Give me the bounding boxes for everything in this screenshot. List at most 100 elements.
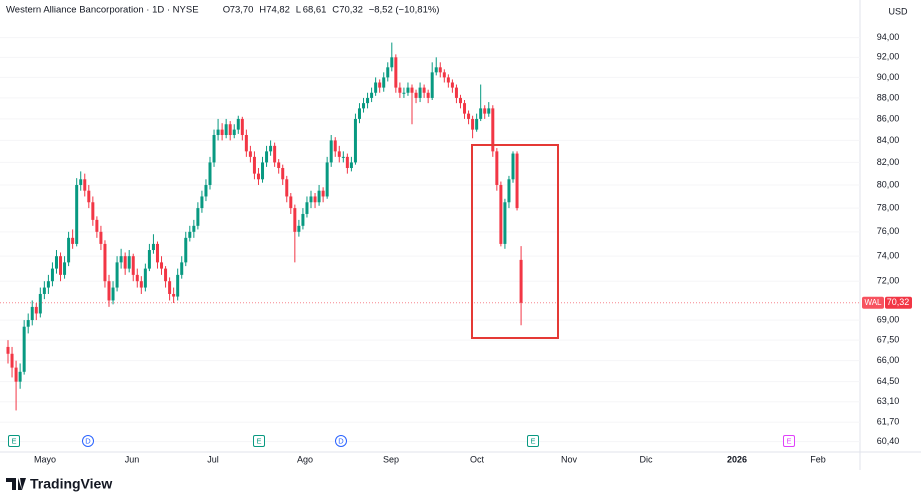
candle-body <box>285 179 289 197</box>
y-tick-label: 74,00 <box>877 251 900 261</box>
x-tick-label: 2026 <box>727 454 747 464</box>
candle-body <box>147 250 151 269</box>
x-tick-label: Oct <box>470 454 485 464</box>
price-label: 70,32 <box>887 297 910 307</box>
candle-body <box>42 287 46 294</box>
x-tick-label: Ago <box>297 454 313 464</box>
candle-body <box>289 196 293 209</box>
candle-body <box>362 103 366 109</box>
event-marker <box>527 435 539 447</box>
candle-body <box>374 82 378 93</box>
candle-body <box>422 87 426 93</box>
candle-body <box>430 72 434 98</box>
candle-body <box>168 281 172 294</box>
candle-body <box>265 151 269 163</box>
ohlc-value: 74,82 <box>266 5 290 16</box>
candle-body <box>63 262 67 275</box>
candle-body <box>119 256 123 263</box>
candle-body <box>248 151 252 157</box>
candle-body <box>495 151 499 185</box>
candle-body <box>26 320 30 327</box>
candle-body <box>240 118 244 135</box>
candle-body <box>71 237 75 244</box>
logo-icon <box>6 478 26 490</box>
candle-body <box>10 353 14 368</box>
candle-body <box>46 281 50 288</box>
symbol-label: WAL <box>864 298 882 307</box>
y-tick-label: 92,00 <box>877 52 900 62</box>
candle-body <box>446 77 450 83</box>
candle-body <box>471 118 475 130</box>
candle-body <box>38 293 42 314</box>
candle-body <box>172 293 176 297</box>
candle-body <box>50 268 54 282</box>
candle-body <box>277 162 281 169</box>
candle-body <box>192 225 196 232</box>
candle-body <box>131 256 135 275</box>
candle-body <box>164 268 168 282</box>
ohlc-value: 70,32 <box>339 5 363 16</box>
candle-body <box>111 287 115 301</box>
event-label: E <box>786 436 791 445</box>
ohlc-key: O <box>223 5 230 16</box>
x-tick-label: Jun <box>125 454 140 464</box>
highlight-box <box>471 144 559 339</box>
y-tick-label: 82,00 <box>877 157 900 167</box>
event-label: E <box>530 436 535 445</box>
y-tick-label: 63,10 <box>877 396 900 406</box>
candle-body <box>236 118 240 130</box>
ohlc-value: 68,61 <box>303 5 327 16</box>
candle-body <box>398 87 402 93</box>
candle-body <box>200 196 204 209</box>
candle-body <box>281 168 285 180</box>
candle-body <box>341 156 345 158</box>
candle-body <box>188 231 192 238</box>
candle-body <box>216 129 220 135</box>
candle-body <box>143 268 147 288</box>
x-tick-label: Sep <box>383 454 399 464</box>
candle-body <box>442 72 446 78</box>
symbol-tag <box>862 296 884 309</box>
candle-body <box>305 202 309 214</box>
candle-body <box>426 92 430 98</box>
candle-body <box>475 118 479 130</box>
candle-body <box>212 134 216 163</box>
candle-body <box>313 196 317 203</box>
event-marker <box>783 435 795 447</box>
candle-body <box>30 306 34 321</box>
candle-body <box>273 145 277 163</box>
event-marker <box>8 435 20 447</box>
candle-body <box>349 162 353 169</box>
candle-body <box>370 92 374 98</box>
y-tick-label: 94,00 <box>877 32 900 42</box>
candle-body <box>91 202 95 220</box>
candle-body <box>378 82 382 88</box>
candle-body <box>333 140 337 152</box>
x-tick-label: Mayo <box>34 454 56 464</box>
event-marker <box>253 435 265 447</box>
event-label: D <box>85 436 91 445</box>
ohlc-header: O 73,70 H 74,82 L 68,61 C 70,32 −8,52 (−10,81%) <box>223 5 440 16</box>
candle-body <box>301 213 305 226</box>
grid <box>0 37 860 443</box>
event-label: D <box>338 436 344 445</box>
y-tick-label: 80,00 <box>877 179 900 189</box>
y-tick-label: 88,00 <box>877 92 900 102</box>
candle-body <box>438 67 442 73</box>
candle-body <box>79 179 83 185</box>
candle-body <box>228 124 232 135</box>
y-tick-label: 61,70 <box>877 417 900 427</box>
x-tick-label: Feb <box>810 454 826 464</box>
candle-body <box>14 367 18 382</box>
candle-body <box>434 67 438 73</box>
x-tick-label: Nov <box>561 454 578 464</box>
event-marker <box>82 435 94 447</box>
y-tick-label: 78,00 <box>877 202 900 212</box>
candle-body <box>34 306 38 314</box>
ohlc-key: L <box>296 5 301 16</box>
x-tick-label: Dic <box>640 454 653 464</box>
y-tick-label: 66,00 <box>877 355 900 365</box>
candle-body <box>155 243 159 263</box>
